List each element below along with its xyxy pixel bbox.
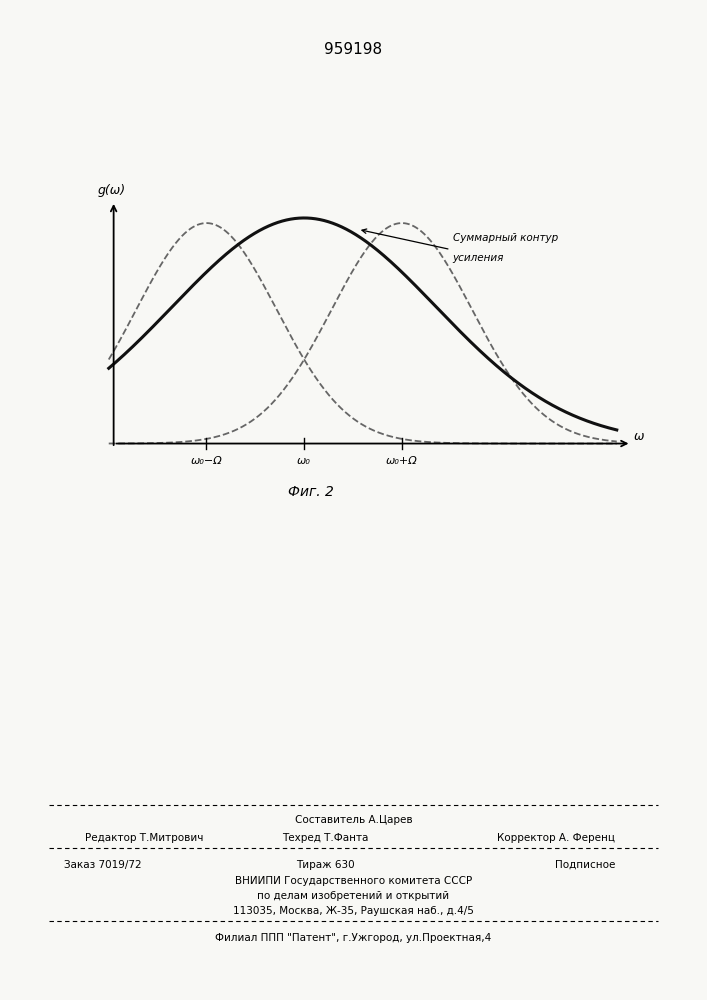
Text: Техред Т.Фанта: Техред Т.Фанта (282, 833, 368, 843)
Text: Тираж 630: Тираж 630 (296, 860, 354, 870)
Text: 959198: 959198 (325, 42, 382, 57)
Text: Заказ 7019/72: Заказ 7019/72 (64, 860, 141, 870)
Text: Подписное: Подписное (555, 860, 615, 870)
Text: 113035, Москва, Ж-35, Раушская наб., д.4/5: 113035, Москва, Ж-35, Раушская наб., д.4… (233, 906, 474, 916)
Text: усиления: усиления (452, 253, 504, 263)
Text: по делам изобретений и открытий: по делам изобретений и открытий (257, 891, 450, 901)
Text: ω₀−Ω: ω₀−Ω (191, 456, 222, 466)
Text: Редактор Т.Митрович: Редактор Т.Митрович (85, 833, 203, 843)
Text: Суммарный контур: Суммарный контур (452, 233, 558, 243)
Text: Корректор А. Ференц: Корректор А. Ференц (497, 833, 615, 843)
Text: g(ω): g(ω) (98, 184, 126, 197)
Text: ω₀+Ω: ω₀+Ω (386, 456, 418, 466)
Text: Фиг. 2: Фиг. 2 (288, 485, 334, 499)
Text: Составитель А.Царев: Составитель А.Царев (295, 815, 412, 825)
Text: ω: ω (634, 430, 645, 443)
Text: Филиал ППП "Патент", г.Ужгород, ул.Проектная,4: Филиал ППП "Патент", г.Ужгород, ул.Проек… (216, 933, 491, 943)
Text: ВНИИПИ Государственного комитета СССР: ВНИИПИ Государственного комитета СССР (235, 876, 472, 886)
Text: ω₀: ω₀ (297, 456, 311, 466)
